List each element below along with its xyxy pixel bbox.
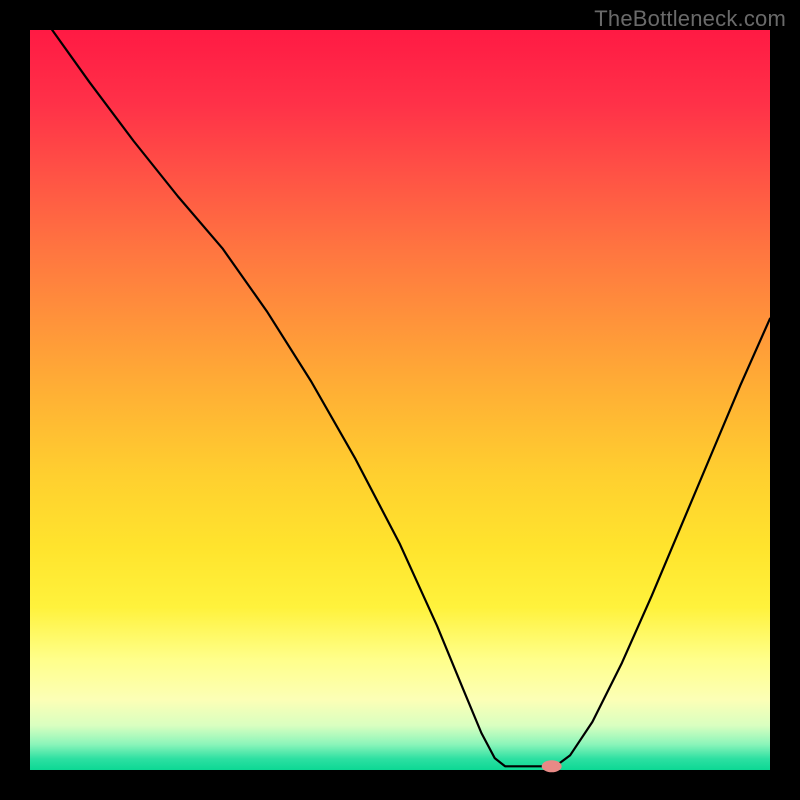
- watermark-text: TheBottleneck.com: [594, 6, 786, 32]
- chart-container: TheBottleneck.com: [0, 0, 800, 800]
- plot-background: [30, 30, 770, 770]
- bottleneck-chart: [0, 0, 800, 800]
- optimal-marker: [542, 760, 562, 772]
